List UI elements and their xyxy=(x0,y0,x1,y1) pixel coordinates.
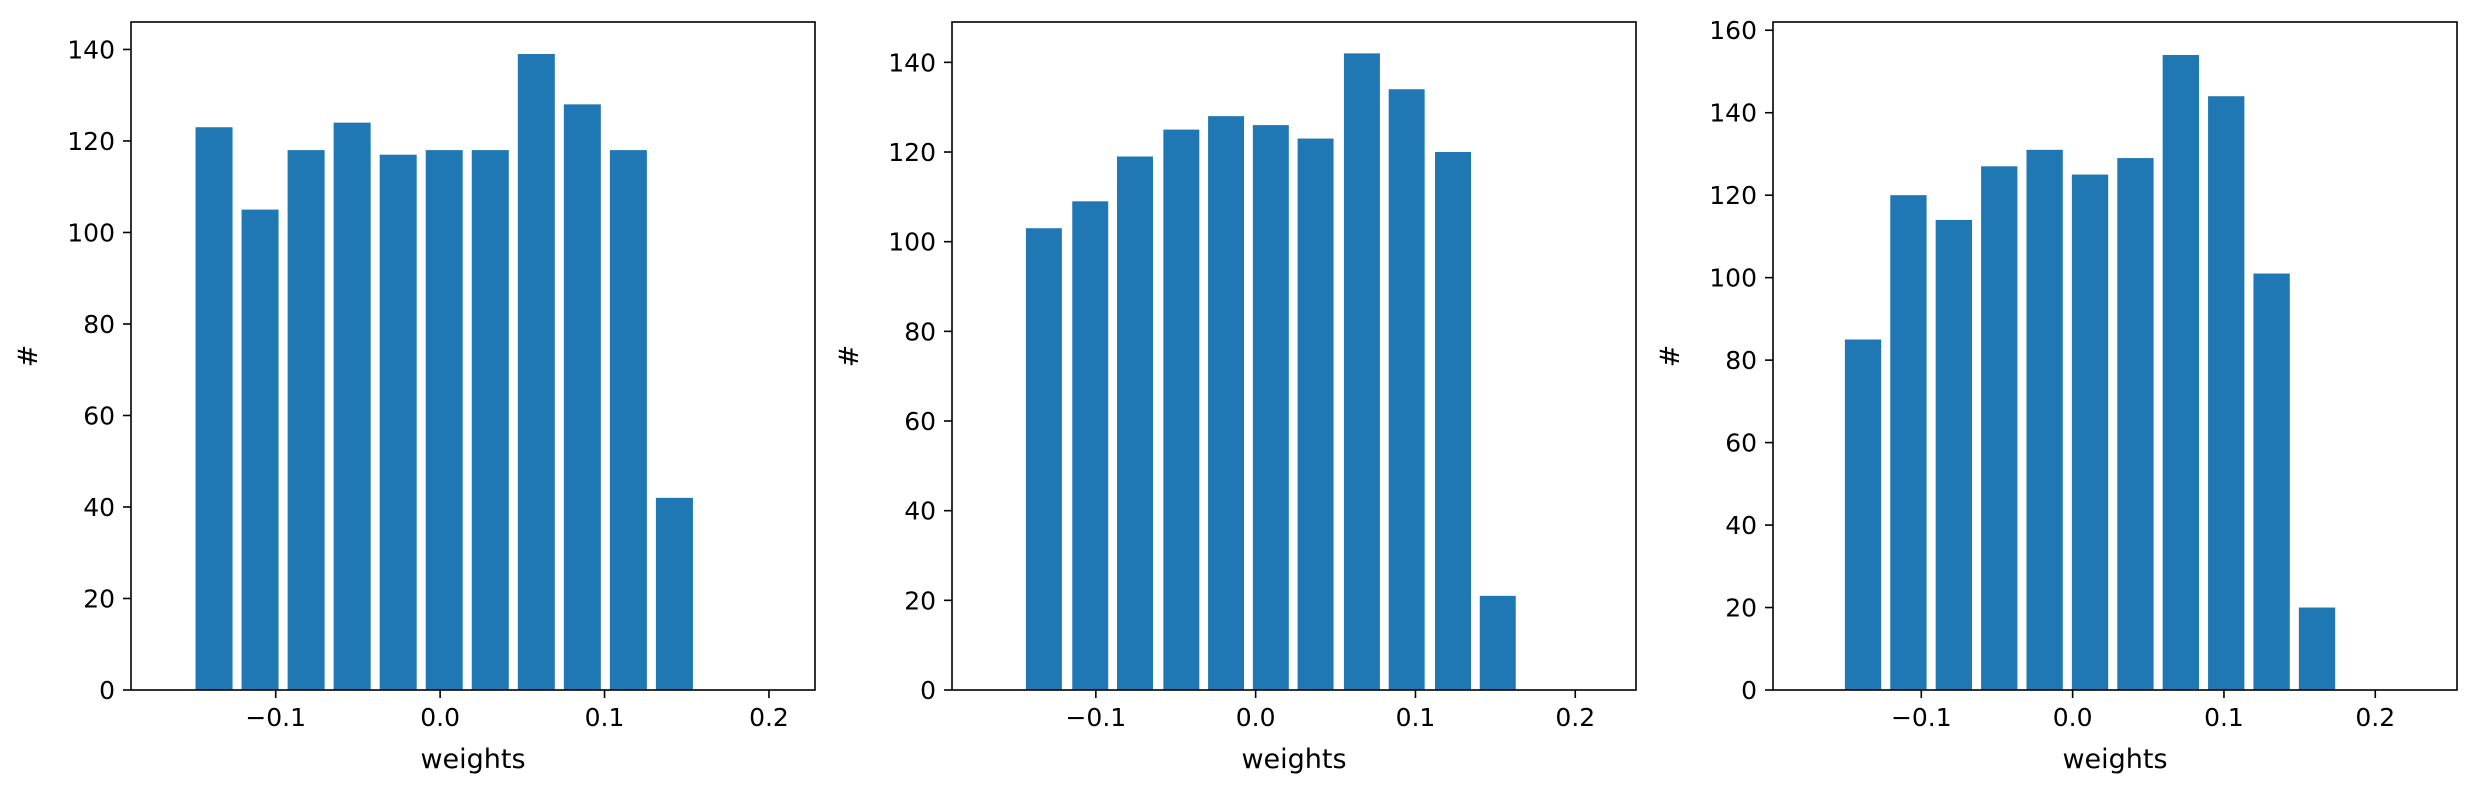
x-tick-label: 0.2 xyxy=(1555,703,1595,732)
y-tick-label: 0 xyxy=(99,676,115,705)
bar xyxy=(1163,129,1200,691)
bar xyxy=(517,54,555,690)
y-tick-label: 60 xyxy=(1725,429,1757,458)
y-tick-label: 120 xyxy=(67,127,115,156)
axes-frame xyxy=(1772,21,2458,691)
y-tick-label: 40 xyxy=(83,493,115,522)
y-tick-label: 20 xyxy=(83,584,115,613)
y-tick-label: 80 xyxy=(83,310,115,339)
bar xyxy=(1388,89,1425,690)
bar xyxy=(471,150,509,691)
y-tick-label: 80 xyxy=(1725,346,1757,375)
subplot-2: −0.1 0.0 0.1 0.2 0 20 40 60 80 100 120 140 weights # xyxy=(834,21,1637,775)
y-tick-label: 0 xyxy=(1741,676,1757,705)
y-tick-label: 140 xyxy=(1709,99,1757,128)
y-tick-label: 20 xyxy=(1725,594,1757,623)
bar xyxy=(1072,201,1109,690)
y-tick-label: 120 xyxy=(888,138,936,167)
y-tick-label: 60 xyxy=(83,401,115,430)
y-tick-label: 100 xyxy=(67,218,115,247)
x-tick-label: 0.1 xyxy=(1396,703,1436,732)
x-tick-label: 0.2 xyxy=(2355,703,2395,732)
bar xyxy=(333,122,371,690)
bar xyxy=(1479,595,1516,690)
y-tick-label: 20 xyxy=(904,586,936,615)
axes-frame xyxy=(951,21,1637,691)
bar xyxy=(1252,125,1289,691)
plot-area xyxy=(952,22,1636,690)
y-tick-label: 100 xyxy=(888,228,936,257)
bar xyxy=(2117,158,2154,690)
bar xyxy=(655,497,693,690)
x-tick-label: 0.2 xyxy=(749,703,789,732)
bar xyxy=(1435,152,1471,690)
bar xyxy=(609,150,647,691)
bar xyxy=(1890,195,1927,690)
x-tick-label: 0.0 xyxy=(2053,703,2093,732)
y-tick-label: 80 xyxy=(904,317,936,346)
y-tick-label: 0 xyxy=(920,676,936,705)
x-tick-label: 0.1 xyxy=(585,703,625,732)
bar xyxy=(1935,219,1972,690)
bar xyxy=(2253,273,2290,690)
x-tick-label: −0.1 xyxy=(1891,703,1952,732)
x-axis-label: weights xyxy=(420,744,525,775)
y-tick-label: 60 xyxy=(904,407,936,436)
x-tick-label: 0.0 xyxy=(420,703,460,732)
y-axis-label: # xyxy=(834,345,865,368)
x-tick-label: 0.1 xyxy=(2204,703,2244,732)
subplot-3: −0.1 0.0 0.1 0.2 0 20 40 60 80 100 120 140 160 weight… xyxy=(1655,16,2458,775)
x-axis-label: weights xyxy=(2062,744,2167,775)
y-tick-label: 120 xyxy=(1709,181,1757,210)
x-tick-label: −0.1 xyxy=(245,703,306,732)
plot-area xyxy=(1773,22,2457,690)
bar xyxy=(379,154,417,690)
bar xyxy=(1844,339,1882,690)
bar xyxy=(2298,607,2336,690)
bar xyxy=(2071,174,2109,690)
x-tick-label: −0.1 xyxy=(1065,703,1126,732)
y-tick-label: 40 xyxy=(904,497,936,526)
x-axis-label: weights xyxy=(1241,744,1346,775)
y-axis-label: # xyxy=(1655,345,1686,368)
x-tick-label: 0.0 xyxy=(1236,703,1276,732)
y-tick-label: 40 xyxy=(1725,511,1757,540)
subplot-1: −0.1 0.0 0.1 0.2 0 20 40 60 80 100 120 140 weights # xyxy=(13,21,816,775)
y-axis-label: # xyxy=(13,345,44,368)
bar xyxy=(241,209,279,690)
bar xyxy=(2162,54,2199,691)
bar xyxy=(1297,138,1334,690)
bar xyxy=(1117,156,1153,690)
y-tick-label: 140 xyxy=(67,35,115,64)
y-tick-label: 140 xyxy=(888,48,936,77)
bar xyxy=(425,150,463,691)
bar xyxy=(1208,116,1245,690)
bar xyxy=(2208,96,2245,691)
y-tick-label: 160 xyxy=(1709,16,1757,45)
bar xyxy=(1343,53,1380,690)
bar xyxy=(195,127,233,691)
bar xyxy=(1981,166,2018,690)
bar xyxy=(563,104,601,691)
bar xyxy=(287,150,325,691)
bar xyxy=(1025,228,1062,691)
axes-frame xyxy=(130,21,816,691)
bar xyxy=(2026,149,2063,690)
y-tick-label: 100 xyxy=(1709,264,1757,293)
